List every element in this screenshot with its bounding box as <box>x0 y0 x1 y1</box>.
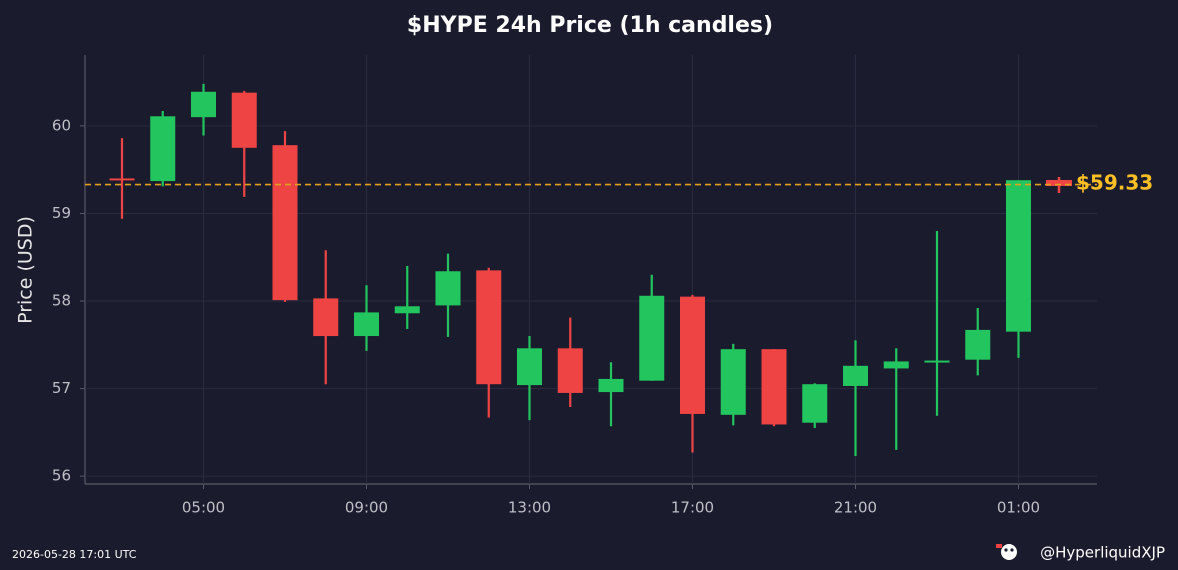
y-tick-label: 57 <box>52 379 71 397</box>
candle-body <box>476 270 502 385</box>
candle-body <box>924 360 950 363</box>
candle-body <box>1006 180 1031 332</box>
candle-body <box>354 312 379 337</box>
x-tick-label: 21:00 <box>834 499 877 517</box>
x-tick-label: 01:00 <box>997 499 1040 517</box>
y-tick-label: 59 <box>52 204 71 222</box>
candle-body <box>435 271 461 306</box>
x-tick-label: 05:00 <box>182 499 225 517</box>
candle-body <box>843 365 868 386</box>
candle-body <box>802 384 828 423</box>
y-axis-label: Price (USD) <box>15 216 37 324</box>
candle-body <box>598 378 624 393</box>
candle-body <box>150 116 176 182</box>
x-tick-label: 09:00 <box>345 499 388 517</box>
candle-body <box>272 145 298 301</box>
watermark-icon <box>996 544 1017 560</box>
candle-body <box>109 178 135 181</box>
candle-body <box>557 348 583 393</box>
candle-body <box>394 306 420 314</box>
candle-body <box>680 296 705 414</box>
candle-body <box>639 295 665 381</box>
y-tick-label: 56 <box>52 467 71 485</box>
timestamp: 2026-05-28 17:01 UTC <box>12 548 137 561</box>
candle-body <box>517 348 542 386</box>
candle-body <box>231 92 257 148</box>
candle-body <box>191 91 216 118</box>
chart-title: $HYPE 24h Price (1h candles) <box>407 13 773 38</box>
candle-body <box>313 298 339 337</box>
x-tick-label: 13:00 <box>508 499 551 517</box>
candle-body <box>761 349 787 425</box>
x-tick-label: 17:00 <box>671 499 714 517</box>
candle-body <box>883 361 909 369</box>
current-price-label: $59.33 <box>1076 171 1153 195</box>
candle-body <box>720 349 746 415</box>
y-tick-label: 60 <box>52 116 71 134</box>
y-tick-label: 58 <box>52 292 71 310</box>
watermark-handle: @HyperliquidXJP <box>1040 544 1165 562</box>
candle-body <box>965 329 991 360</box>
